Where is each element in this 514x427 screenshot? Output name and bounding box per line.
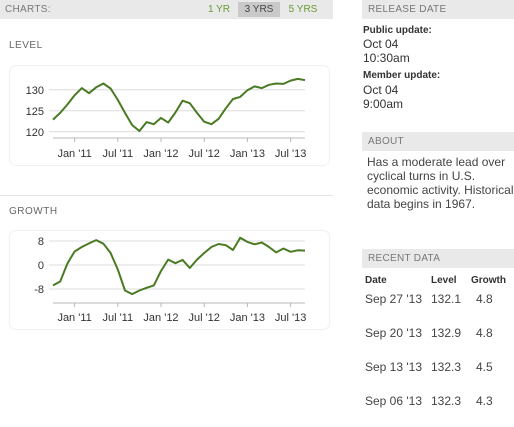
growth-chart: 8 0 -8 Jan '11 Jul '11 Jan '12 Jul '12 Jan '13 J… [34,236,306,324]
x-tick-label: Jan '13 [230,148,265,160]
about-heading: ABOUT [368,136,404,147]
x-tick-label: Jul '11 [102,148,133,160]
col-header-growth: Growth [471,275,506,286]
recent-data-heading: RECENT DATA [368,253,441,264]
public-update-label: Public update: [363,25,432,36]
y-tick-label: 8 [38,236,44,248]
recent-data-header: RECENT DATA [362,249,514,268]
recent-row-growth: 4.8 [476,326,493,340]
col-header-level: Level [431,275,457,286]
member-update-date: Oct 04 [363,83,399,97]
public-update-time: 10:30am [363,51,410,65]
recent-row-growth: 4.3 [476,394,493,408]
release-date-heading: RELEASE DATE [368,4,447,15]
charts-range-bar: CHARTS: 1 YR 3 YRS 5 YRS [0,0,333,19]
recent-row-level: 132.1 [431,292,462,306]
level-section-title: LEVEL [9,40,43,51]
y-tick-label: 0 [38,260,44,272]
x-tick-label: Jan '11 [57,312,91,324]
x-tick-label: Jul '13 [275,148,306,160]
recent-row-growth: 4.8 [476,292,493,306]
x-tick-label: Jul '12 [188,148,219,160]
growth-chart-box: 8 0 -8 Jan '11 Jul '11 Jan '12 Jul '12 Jan '13 J… [9,230,330,330]
growth-section-title: GROWTH [9,206,58,217]
public-update-date: Oct 04 [363,37,399,51]
x-tick-label: Jul '11 [102,312,133,324]
charts-label: CHARTS: [5,4,51,15]
recent-row-date: Sep 06 '13 [365,394,423,408]
y-tick-label: 120 [26,127,44,139]
recent-row-date: Sep 13 '13 [365,360,423,374]
release-date-header: RELEASE DATE [362,0,514,19]
recent-row-level: 132.9 [431,326,462,340]
level-chart-box: 120 125 130 Jan '11 Jul '11 Jan '12 Jul '12 Jan… [9,65,330,166]
recent-row-level: 132.3 [431,360,462,374]
x-tick-label: Jul '12 [188,312,219,324]
x-tick-label: Jan '12 [143,312,178,324]
range-5yrs-button[interactable]: 5 YRS [288,4,318,15]
about-header: ABOUT [362,132,514,151]
y-tick-label: 130 [26,85,44,97]
y-tick-label: 125 [26,106,44,118]
range-3yrs-button[interactable]: 3 YRS [238,2,280,17]
recent-row-date: Sep 20 '13 [365,326,423,340]
level-chart: 120 125 130 Jan '11 Jul '11 Jan '12 Jul '12 Jan… [26,77,306,160]
about-text: Has a moderate lead over cyclical turns … [367,155,514,211]
series-line [52,77,306,132]
recent-row-date: Sep 27 '13 [365,292,423,306]
member-update-label: Member update: [363,70,441,81]
col-header-date: Date [365,275,387,286]
y-tick-label: -8 [34,284,44,296]
member-update-time: 9:00am [363,97,404,111]
range-1yr-button[interactable]: 1 YR [207,4,231,15]
series-line [52,236,306,296]
recent-row-growth: 4.5 [476,360,493,374]
section-divider [0,195,333,196]
x-tick-label: Jan '13 [230,312,265,324]
x-tick-label: Jan '12 [143,148,178,160]
x-tick-label: Jan '11 [57,148,91,160]
recent-row-level: 132.3 [431,394,462,408]
x-tick-label: Jul '13 [275,312,306,324]
